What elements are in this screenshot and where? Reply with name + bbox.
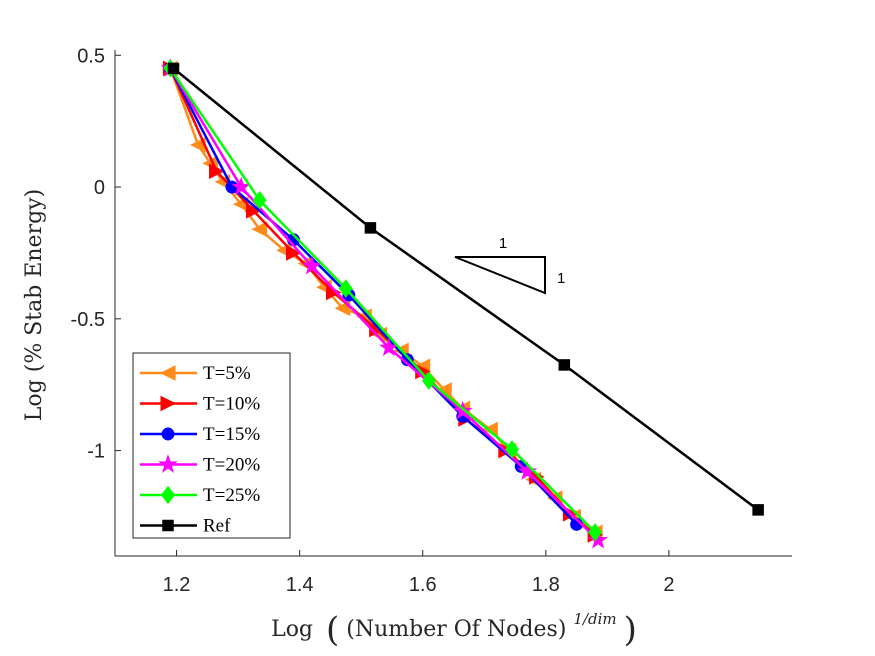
axis-ticks: 1.2 1.4 1.6 1.8 2 0.5 0 -0.5 -1 — [71, 45, 675, 596]
series-Ref — [167, 62, 764, 516]
series-layer — [160, 58, 764, 549]
legend-item: Ref — [140, 516, 231, 537]
y-tick-label: 0.5 — [77, 45, 105, 67]
legend-marker — [161, 427, 175, 441]
data-point — [421, 371, 436, 390]
legend-marker — [158, 454, 178, 473]
series-line — [172, 67, 759, 511]
x-axis-label: Log ( (Number Of Nodes) 1/dim ) — [271, 605, 637, 650]
legend-label: T=25% — [203, 485, 260, 506]
slope-triangle-shape — [454, 256, 546, 295]
legend-item: T=20% — [140, 454, 260, 476]
data-point — [588, 529, 608, 549]
x-axis-close-paren: ) — [624, 610, 637, 650]
series-line — [169, 67, 596, 534]
x-axis-label-inner: (Number Of Nodes) — [346, 617, 566, 642]
series-T=25% — [163, 59, 603, 542]
data-point — [558, 359, 571, 371]
data-point — [209, 163, 225, 180]
x-tick-label: 1.8 — [532, 574, 560, 596]
data-point — [252, 190, 267, 210]
y-tick-label: -0.5 — [71, 309, 105, 331]
slope-rise-label: 1 — [557, 270, 565, 287]
legend-label: T=20% — [203, 455, 260, 476]
legend-item: T=25% — [140, 485, 260, 506]
slope-triangle: 1 1 — [454, 235, 565, 295]
data-point — [517, 461, 538, 480]
y-tick-label: 0 — [94, 177, 105, 199]
legend-item: T=5% — [140, 363, 251, 384]
legend-label: T=5% — [203, 363, 251, 384]
data-point — [251, 221, 268, 238]
legend-label: T=15% — [203, 424, 260, 445]
legend-label: T=10% — [203, 394, 260, 415]
data-point — [364, 222, 377, 234]
legend-marker — [160, 395, 177, 412]
y-tick-label: -1 — [87, 441, 105, 463]
legend-item: T=15% — [140, 424, 260, 445]
x-tick-label: 1.2 — [163, 574, 191, 596]
legend-label: Ref — [203, 516, 231, 537]
legend-item: T=10% — [140, 394, 260, 415]
data-point — [286, 245, 302, 261]
data-point — [588, 523, 603, 542]
x-tick-label: 1.6 — [409, 574, 437, 596]
x-axis-open-paren: ( — [326, 610, 339, 650]
x-axis-label-prefix: Log — [271, 617, 313, 642]
legend-box — [132, 352, 291, 539]
data-point — [302, 255, 322, 275]
x-axis-label-exponent: 1/dim — [573, 610, 616, 628]
data-point — [752, 504, 764, 516]
data-point — [338, 279, 353, 298]
data-point — [379, 337, 399, 357]
legend-marker — [161, 485, 175, 505]
legend-marker — [159, 365, 176, 381]
slope-run-label: 1 — [499, 235, 507, 252]
legend: T=5% T=10% T=15% T=20% T=25% Ref — [132, 352, 291, 539]
data-point — [167, 62, 180, 75]
data-point — [246, 202, 262, 219]
y-axis-label: Log (% Stab Energy) — [22, 189, 47, 421]
data-point — [505, 440, 519, 459]
legend-marker — [162, 519, 174, 532]
axes-frame — [114, 50, 792, 557]
x-tick-label: 1.4 — [286, 574, 314, 596]
x-tick-label: 2 — [663, 574, 674, 596]
